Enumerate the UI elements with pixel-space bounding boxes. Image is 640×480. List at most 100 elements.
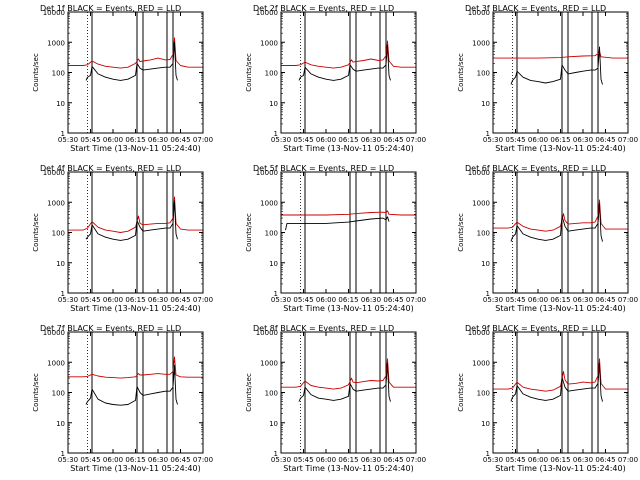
x-tick-label: 05:30 — [58, 136, 78, 144]
y-tick-label: 1000 — [260, 199, 278, 207]
y-tick-label: 10 — [56, 100, 65, 108]
x-tick-label: 05:45 — [293, 136, 313, 144]
plot-title: Det 7f BLACK = Events, RED = LLD — [40, 324, 181, 333]
y-tick-label: 10 — [481, 100, 490, 108]
x-tick-label: 07:00 — [193, 456, 213, 464]
plot-title: Det 1f BLACK = Events, RED = LLD — [40, 4, 181, 13]
y-tick-label: 10 — [56, 260, 65, 268]
x-tick-label: 06:45 — [170, 456, 190, 464]
x-tick-label: 06:15 — [125, 136, 145, 144]
y-tick-label: 1000 — [47, 359, 65, 367]
panel-9: Det 9f BLACK = Events, RED = LLD Counts/s… — [457, 324, 638, 473]
x-tick-label: 05:30 — [58, 456, 78, 464]
events-series-line — [510, 203, 603, 242]
lld-series-line — [68, 37, 203, 69]
y-tick-label: 10000 — [468, 169, 490, 177]
x-tick-label: 05:45 — [505, 456, 525, 464]
plot-frame — [280, 171, 417, 294]
y-tick-label: 1000 — [47, 39, 65, 47]
y-tick-label: 1000 — [472, 39, 490, 47]
x-tick-label: 05:45 — [80, 136, 100, 144]
lld-series-line — [493, 50, 628, 59]
lld-series-line — [68, 196, 203, 233]
x-tick-label: 05:30 — [483, 296, 503, 304]
y-tick-label: 1 — [61, 130, 65, 138]
plot-frame — [280, 331, 417, 454]
y-tick-label: 100 — [265, 390, 278, 398]
x-axis-label: Start Time (13-Nov-11 05:24:40) — [495, 464, 625, 473]
y-axis-label: Counts/sec — [245, 53, 253, 92]
y-tick-label: 100 — [477, 390, 490, 398]
y-tick-label: 1000 — [260, 359, 278, 367]
x-tick-label: 06:30 — [573, 456, 593, 464]
y-tick-label: 10 — [481, 420, 490, 428]
y-tick-label: 1 — [61, 290, 65, 298]
y-tick-label: 10000 — [256, 169, 278, 177]
panel-5: Det 5f BLACK = Events, RED = LLD Counts/s… — [245, 164, 426, 313]
x-tick-label: 06:00 — [528, 296, 548, 304]
x-tick-label: 06:45 — [170, 296, 190, 304]
panel-7: Det 7f BLACK = Events, RED = LLD Counts/s… — [32, 324, 213, 473]
events-series-line — [85, 364, 178, 406]
x-tick-label: 05:30 — [271, 456, 291, 464]
y-axis-label: Counts/sec — [32, 53, 40, 92]
x-tick-label: 06:30 — [148, 456, 168, 464]
plot-title: Det 4f BLACK = Events, RED = LLD — [40, 164, 181, 173]
x-tick-label: 06:30 — [361, 136, 381, 144]
x-axis-label: Start Time (13-Nov-11 05:24:40) — [70, 304, 200, 313]
lld-series-line — [493, 199, 628, 232]
y-tick-label: 1 — [486, 130, 490, 138]
x-tick-label: 06:45 — [383, 136, 403, 144]
x-tick-label: 05:30 — [483, 456, 503, 464]
x-tick-label: 06:30 — [361, 296, 381, 304]
x-tick-label: 06:00 — [316, 136, 336, 144]
y-tick-label: 10 — [269, 260, 278, 268]
x-tick-label: 05:30 — [483, 136, 503, 144]
plot-title: Det 9f BLACK = Events, RED = LLD — [465, 324, 606, 333]
y-tick-label: 10000 — [468, 9, 490, 17]
x-tick-label: 05:45 — [293, 296, 313, 304]
panel-3: Det 3f BLACK = Events, RED = LLD Counts/s… — [457, 4, 638, 153]
lld-series-line — [281, 40, 416, 69]
x-tick-label: 05:45 — [505, 296, 525, 304]
plot-frame — [492, 331, 629, 454]
x-axis-label: Start Time (13-Nov-11 05:24:40) — [70, 464, 200, 473]
x-tick-label: 07:00 — [618, 456, 638, 464]
y-tick-label: 10000 — [468, 329, 490, 337]
y-axis-label: Counts/sec — [32, 213, 40, 252]
x-tick-label: 06:15 — [125, 456, 145, 464]
x-tick-label: 06:30 — [361, 456, 381, 464]
x-tick-label: 06:30 — [148, 136, 168, 144]
y-tick-label: 100 — [265, 230, 278, 238]
y-tick-label: 10000 — [256, 9, 278, 17]
x-tick-label: 05:45 — [505, 136, 525, 144]
x-tick-label: 06:30 — [573, 136, 593, 144]
x-axis-label: Start Time (13-Nov-11 05:24:40) — [283, 144, 413, 153]
x-tick-label: 06:45 — [595, 136, 615, 144]
events-series-line — [85, 41, 178, 81]
y-tick-label: 1 — [274, 130, 278, 138]
panel-8: Det 8f BLACK = Events, RED = LLD Counts/s… — [245, 324, 426, 473]
events-series-line — [510, 363, 603, 402]
y-tick-label: 100 — [52, 70, 65, 78]
events-series-line — [298, 44, 391, 81]
x-tick-label: 06:15 — [338, 296, 358, 304]
plot-title: Det 8f BLACK = Events, RED = LLD — [253, 324, 394, 333]
y-tick-label: 1000 — [472, 199, 490, 207]
y-axis-label: Counts/sec — [457, 373, 465, 412]
x-axis-label: Start Time (13-Nov-11 05:24:40) — [495, 144, 625, 153]
x-tick-label: 05:45 — [80, 456, 100, 464]
events-series-line — [298, 363, 391, 402]
y-tick-label: 1000 — [472, 359, 490, 367]
lld-series-line — [68, 356, 203, 379]
x-tick-label: 06:00 — [528, 136, 548, 144]
plot-title: Det 5f BLACK = Events, RED = LLD — [253, 164, 394, 173]
y-axis-label: Counts/sec — [245, 213, 253, 252]
x-tick-label: 06:15 — [550, 136, 570, 144]
x-tick-label: 06:30 — [573, 296, 593, 304]
plot-title: Det 6f BLACK = Events, RED = LLD — [465, 164, 606, 173]
x-tick-label: 05:45 — [293, 456, 313, 464]
x-tick-label: 06:45 — [383, 296, 403, 304]
x-tick-label: 06:00 — [103, 136, 123, 144]
y-tick-label: 1 — [486, 290, 490, 298]
